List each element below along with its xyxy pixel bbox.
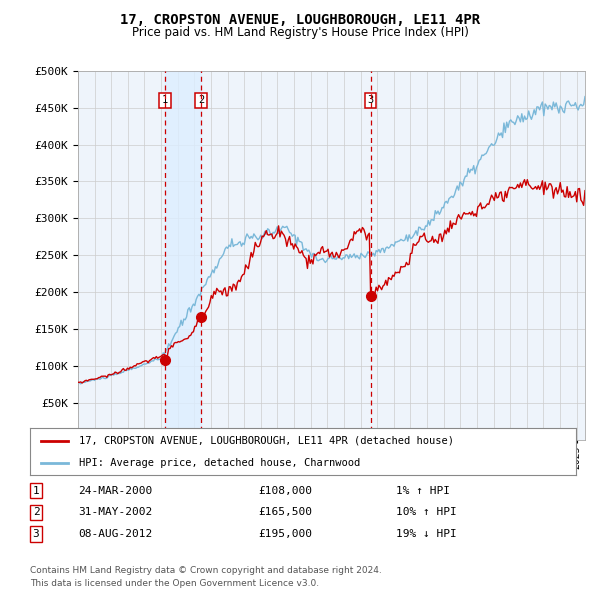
Text: 17, CROPSTON AVENUE, LOUGHBOROUGH, LE11 4PR: 17, CROPSTON AVENUE, LOUGHBOROUGH, LE11 …	[120, 13, 480, 27]
Text: 3: 3	[367, 96, 374, 105]
Text: 1: 1	[32, 486, 40, 496]
Text: 08-AUG-2012: 08-AUG-2012	[78, 529, 152, 539]
Text: 24-MAR-2000: 24-MAR-2000	[78, 486, 152, 496]
Text: Price paid vs. HM Land Registry's House Price Index (HPI): Price paid vs. HM Land Registry's House …	[131, 26, 469, 39]
Text: £108,000: £108,000	[258, 486, 312, 496]
Text: £165,500: £165,500	[258, 507, 312, 517]
Bar	[165, 71, 201, 440]
Text: Contains HM Land Registry data © Crown copyright and database right 2024.: Contains HM Land Registry data © Crown c…	[30, 566, 382, 575]
Text: 19% ↓ HPI: 19% ↓ HPI	[396, 529, 457, 539]
Text: 1% ↑ HPI: 1% ↑ HPI	[396, 486, 450, 496]
Text: 10% ↑ HPI: 10% ↑ HPI	[396, 507, 457, 517]
Text: 31-MAY-2002: 31-MAY-2002	[78, 507, 152, 517]
Text: 17, CROPSTON AVENUE, LOUGHBOROUGH, LE11 4PR (detached house): 17, CROPSTON AVENUE, LOUGHBOROUGH, LE11 …	[79, 436, 454, 446]
Text: 2: 2	[32, 507, 40, 517]
Text: This data is licensed under the Open Government Licence v3.0.: This data is licensed under the Open Gov…	[30, 579, 319, 588]
Text: 1: 1	[162, 96, 168, 105]
Text: HPI: Average price, detached house, Charnwood: HPI: Average price, detached house, Char…	[79, 458, 361, 468]
Text: 3: 3	[32, 529, 40, 539]
Text: 2: 2	[198, 96, 205, 105]
Text: £195,000: £195,000	[258, 529, 312, 539]
